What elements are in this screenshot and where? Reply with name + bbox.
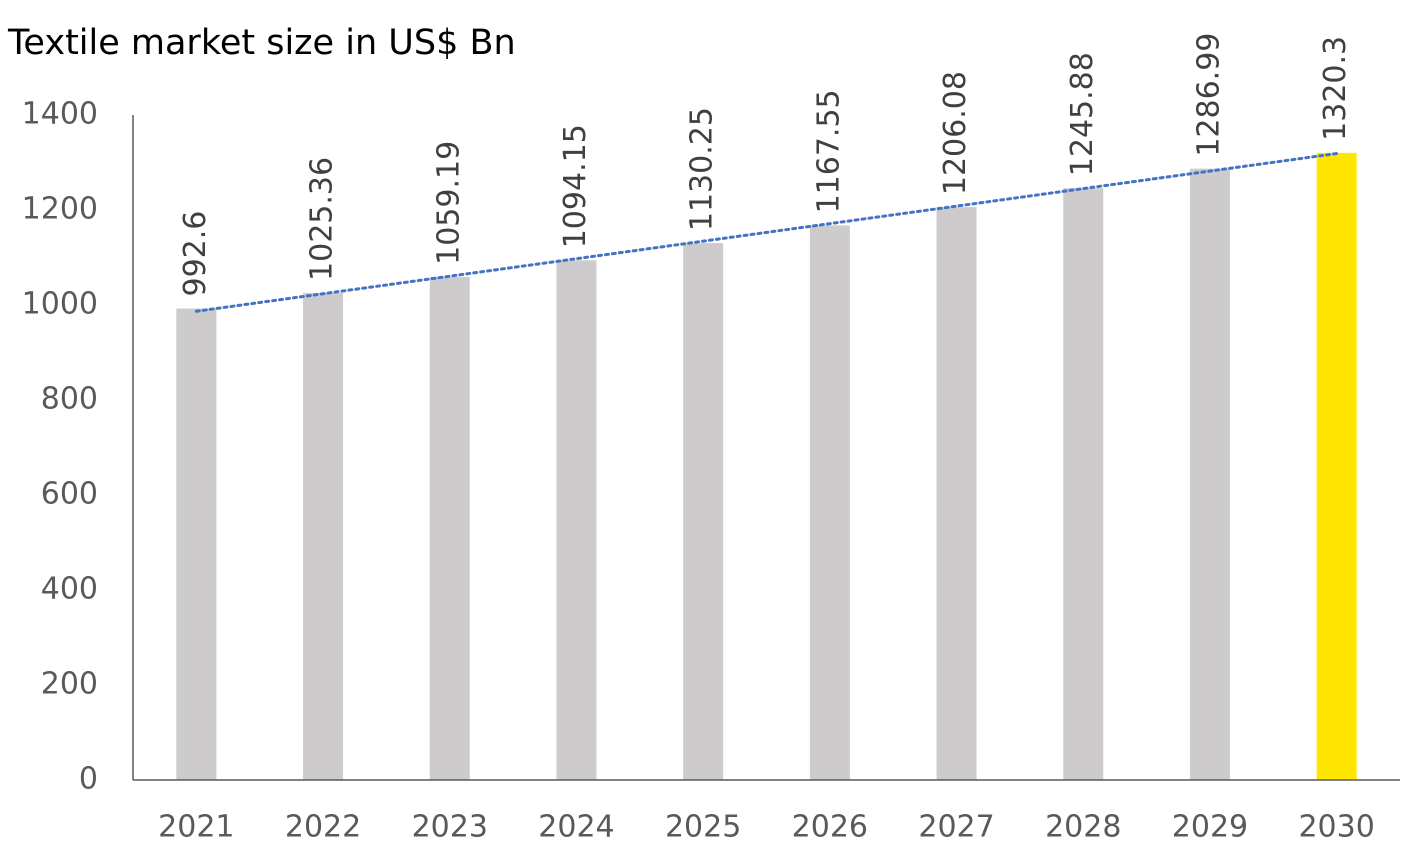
value-label: 1320.3 xyxy=(1318,36,1353,141)
x-tick-label: 2025 xyxy=(665,810,741,844)
bar xyxy=(683,243,724,781)
bar xyxy=(429,276,470,780)
value-label: 1286.99 xyxy=(1191,33,1226,157)
chart-title: Textile market size in US$ Bn xyxy=(7,23,516,63)
y-tick-label: 1200 xyxy=(22,192,98,227)
x-tick-label: 2023 xyxy=(412,810,488,844)
x-tick-label: 2022 xyxy=(285,810,361,844)
bar xyxy=(809,225,850,780)
x-tick-label: 2030 xyxy=(1298,810,1374,844)
y-tick-label: 600 xyxy=(41,477,98,512)
y-tick-label: 400 xyxy=(41,572,98,607)
bar xyxy=(1063,188,1104,780)
y-tick-label: 200 xyxy=(41,667,98,702)
trendline xyxy=(194,152,1339,313)
y-tick-label: 1400 xyxy=(22,97,98,132)
x-tick-label: 2024 xyxy=(538,810,614,844)
y-tick-label: 1000 xyxy=(22,287,98,322)
value-label: 992.6 xyxy=(178,211,213,297)
value-label: 1130.25 xyxy=(685,107,720,231)
y-tick-label: 800 xyxy=(41,382,98,417)
bar xyxy=(936,207,977,780)
x-tick-label: 2021 xyxy=(158,810,234,844)
value-label: 1094.15 xyxy=(558,124,593,248)
x-tick-label: 2027 xyxy=(918,810,994,844)
value-label: 1059.19 xyxy=(431,141,466,265)
x-tick-label: 2028 xyxy=(1045,810,1121,844)
bar xyxy=(556,260,597,780)
x-tick-label: 2026 xyxy=(792,810,868,844)
y-tick-label: 0 xyxy=(79,762,98,797)
x-tick-label: 2029 xyxy=(1172,810,1248,844)
bar xyxy=(176,308,217,780)
bar xyxy=(303,292,344,780)
value-label: 1025.36 xyxy=(305,157,340,281)
value-label: 1206.08 xyxy=(938,71,973,195)
bar xyxy=(1189,168,1230,780)
bar xyxy=(1316,152,1357,781)
value-label: 1167.55 xyxy=(811,89,846,213)
value-label: 1245.88 xyxy=(1065,52,1100,176)
